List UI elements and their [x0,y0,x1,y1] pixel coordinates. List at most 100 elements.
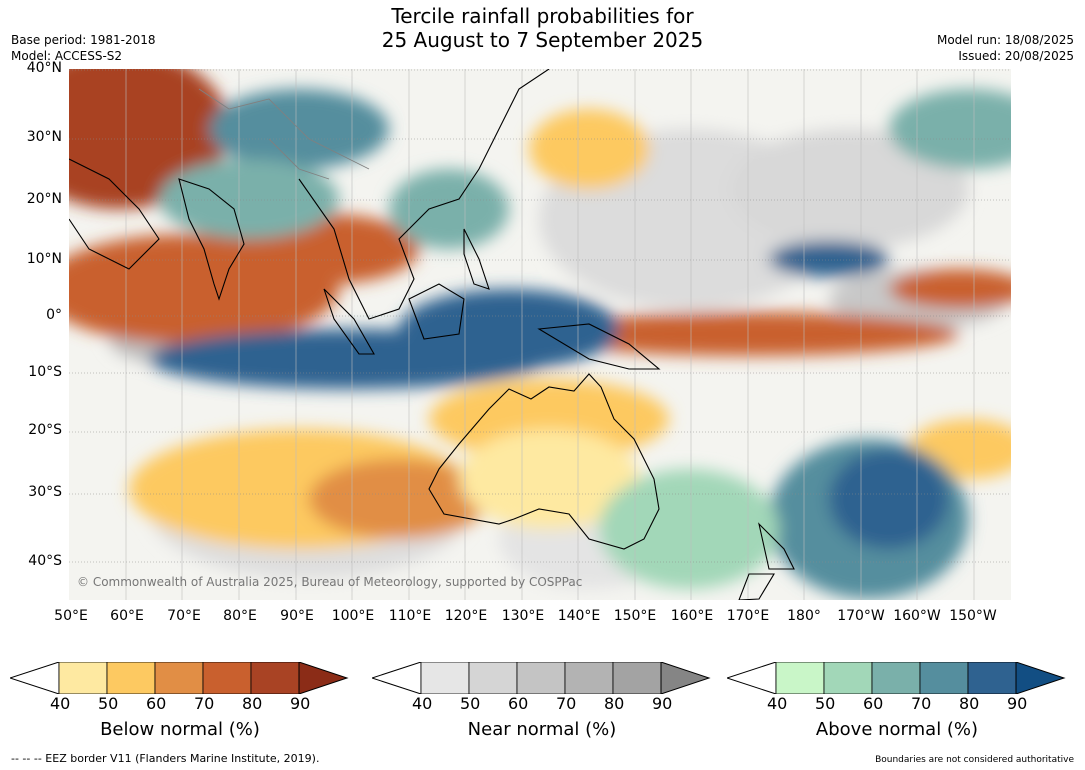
australia-coast [428,373,660,550]
cbar-below-tick-60: 60 [146,694,167,713]
cbar-above-swatch-50 [823,662,873,694]
cbar-above-swatch-80 [967,662,1017,694]
lat-label-10s: 10°S [28,364,62,380]
cbar-near-under [372,662,422,694]
issued-date: Issued: 20/08/2025 [958,49,1074,63]
lon-label-110e: 110°E [388,608,432,624]
se-asia-coast [298,69,550,320]
cbar-below-tick-50: 50 [98,694,119,713]
cbar-near-tick-50: 50 [460,694,481,713]
coastlines [69,69,795,600]
lon-label-170e: 170°E [726,608,770,624]
cbar-above-tick-90: 90 [1007,694,1028,713]
lat-label-0: 0° [46,307,62,323]
cbar-above-under [727,662,777,694]
base-period: Base period: 1981-2018 [11,33,156,47]
cbar-above-swatch-70 [919,662,969,694]
cbar-above-tick-80: 80 [959,694,980,713]
cbar-near-tick-90: 90 [652,694,673,713]
lon-label-60e: 60°E [110,608,144,624]
cbar-near-tick-60: 60 [508,694,529,713]
title-line-1: Tercile rainfall probabilities for [391,4,694,28]
model-run: Model run: 18/08/2025 [936,33,1074,47]
cbar-above-tick-50: 50 [815,694,836,713]
lat-label-30s: 30°S [28,484,62,500]
cbar-near-swatch-70 [564,662,614,694]
lon-label-150w: 150°W [949,608,997,624]
map-canvas [69,69,1011,600]
cbar-near-swatch-50 [468,662,518,694]
above-normal-colorbar [727,662,1066,694]
lon-label-150e: 150°E [613,608,657,624]
cbar-near-swatch-80 [612,662,662,694]
lon-label-50e: 50°E [54,608,88,624]
nz-north-coast [758,522,795,570]
country-borders [198,88,370,180]
below-normal-colorbar [10,662,349,694]
cbar-below-swatch-50 [106,662,156,694]
below-normal-label: Below normal (%) [100,719,260,740]
lon-label-140e: 140°E [557,608,601,624]
lon-label-80e: 80°E [223,608,257,624]
lon-label-160e: 160°E [670,608,714,624]
cbar-near-over [660,662,711,694]
near-normal-label: Near normal (%) [467,719,617,740]
meta-left: Base period: 1981-2018 Model: ACCESS-S2 [11,32,156,64]
cbar-below-over [298,662,349,694]
eez-border-note: -- -- -- EEZ border V11 (Flanders Marine… [11,752,320,765]
borneo-coast [408,283,465,340]
lat-label-30n: 30°N [26,129,62,145]
cbar-near-swatch-60 [516,662,566,694]
cbar-below-tick-40: 40 [50,694,71,713]
lon-label-100e: 100°E [331,608,375,624]
nz-south-coast [738,573,775,600]
cbar-above-swatch-60 [871,662,921,694]
lon-label-90e: 90°E [280,608,314,624]
lon-label-180: 180° [787,608,821,624]
lat-label-20s: 20°S [28,422,62,438]
boundaries-disclaimer: Boundaries are not considered authoritat… [875,755,1074,765]
cbar-above-tick-70: 70 [911,694,932,713]
lon-label-70e: 70°E [167,608,201,624]
meridians [125,69,975,600]
cbar-above-swatch-40 [775,662,825,694]
cbar-above-tick-60: 60 [863,694,884,713]
above-normal-label: Above normal (%) [815,719,979,740]
lon-label-130e: 130°E [501,608,545,624]
near-normal-colorbar [372,662,711,694]
lat-label-20n: 20°N [26,191,62,207]
cbar-below-swatch-60 [154,662,204,694]
cbar-below-tick-70: 70 [194,694,215,713]
meta-right: Model run: 18/08/2025 Issued: 20/08/2025 [937,32,1074,64]
cbar-below-under [10,662,60,694]
lat-label-40n: 40°N [26,60,62,76]
model-name: Model: ACCESS-S2 [11,49,123,63]
cbar-near-swatch-40 [420,662,470,694]
cbar-above-tick-40: 40 [767,694,788,713]
cbar-near-tick-40: 40 [412,694,433,713]
cbar-below-tick-90: 90 [290,694,311,713]
cbar-above-over [1015,662,1066,694]
lat-label-40s: 40°S [28,553,62,569]
cbar-below-swatch-40 [58,662,108,694]
map-title: Tercile rainfall probabilities for 25 Au… [0,4,1085,52]
cbar-below-swatch-80 [250,662,300,694]
cbar-below-tick-80: 80 [242,694,263,713]
philippines-coast [463,228,490,290]
graticule [69,69,1011,563]
lon-label-120e: 120°E [444,608,488,624]
lon-label-160w: 160°W [893,608,941,624]
rainfall-probability-map[interactable]: © Commonwealth of Australia 2025, Bureau… [69,69,1011,600]
sumatra-coast [323,288,375,355]
probability-fields [69,69,1011,599]
title-line-2: 25 August to 7 September 2025 [381,28,704,52]
arabia-coast [69,158,160,270]
cbar-near-tick-70: 70 [556,694,577,713]
cbar-below-swatch-70 [202,662,252,694]
cbar-near-tick-80: 80 [604,694,625,713]
india-coast [178,178,245,301]
lat-label-10n: 10°N [26,251,62,267]
lon-label-170w: 170°W [837,608,885,624]
new-guinea-coast [537,323,661,370]
copyright-notice: © Commonwealth of Australia 2025, Bureau… [77,575,583,589]
